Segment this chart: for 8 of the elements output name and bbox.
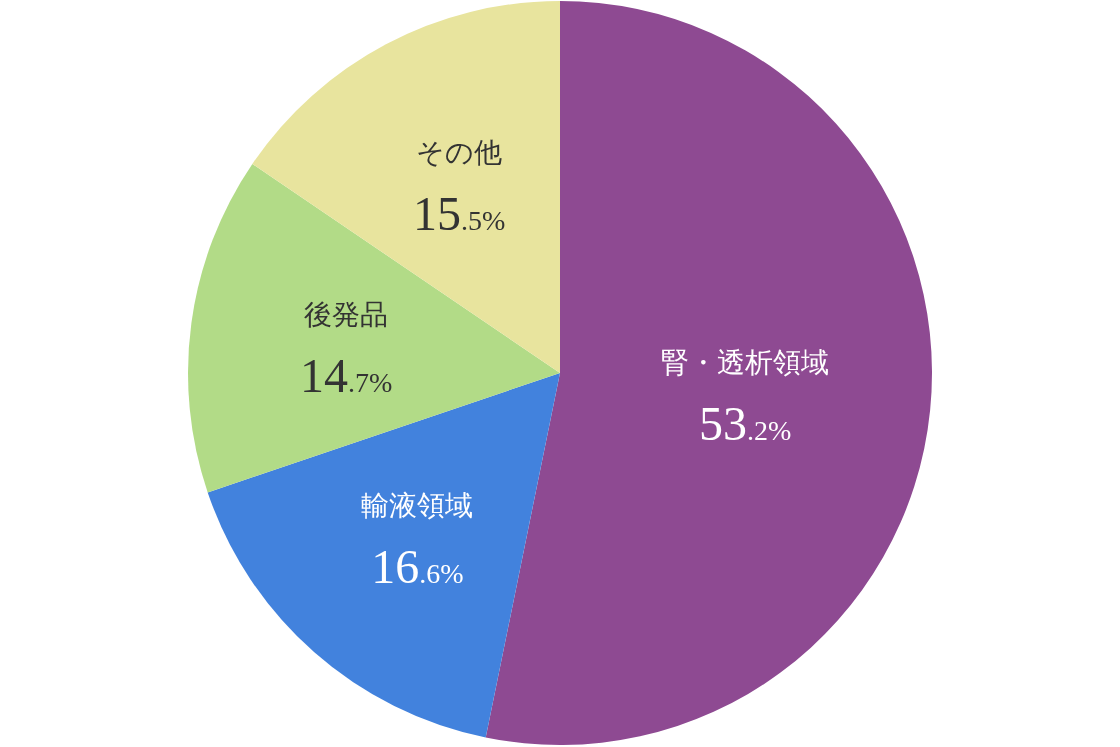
slice-label: 後発品 <box>304 297 389 331</box>
slice-label: その他 <box>416 136 503 170</box>
slice-label: 輸液領域 <box>361 488 474 522</box>
data-label: 16.6% <box>371 539 464 593</box>
slice-label: 腎・透析領域 <box>661 345 830 379</box>
data-label: 53.2% <box>698 396 792 450</box>
data-label: 14.7% <box>300 348 393 402</box>
data-label: 15.5% <box>412 187 506 241</box>
